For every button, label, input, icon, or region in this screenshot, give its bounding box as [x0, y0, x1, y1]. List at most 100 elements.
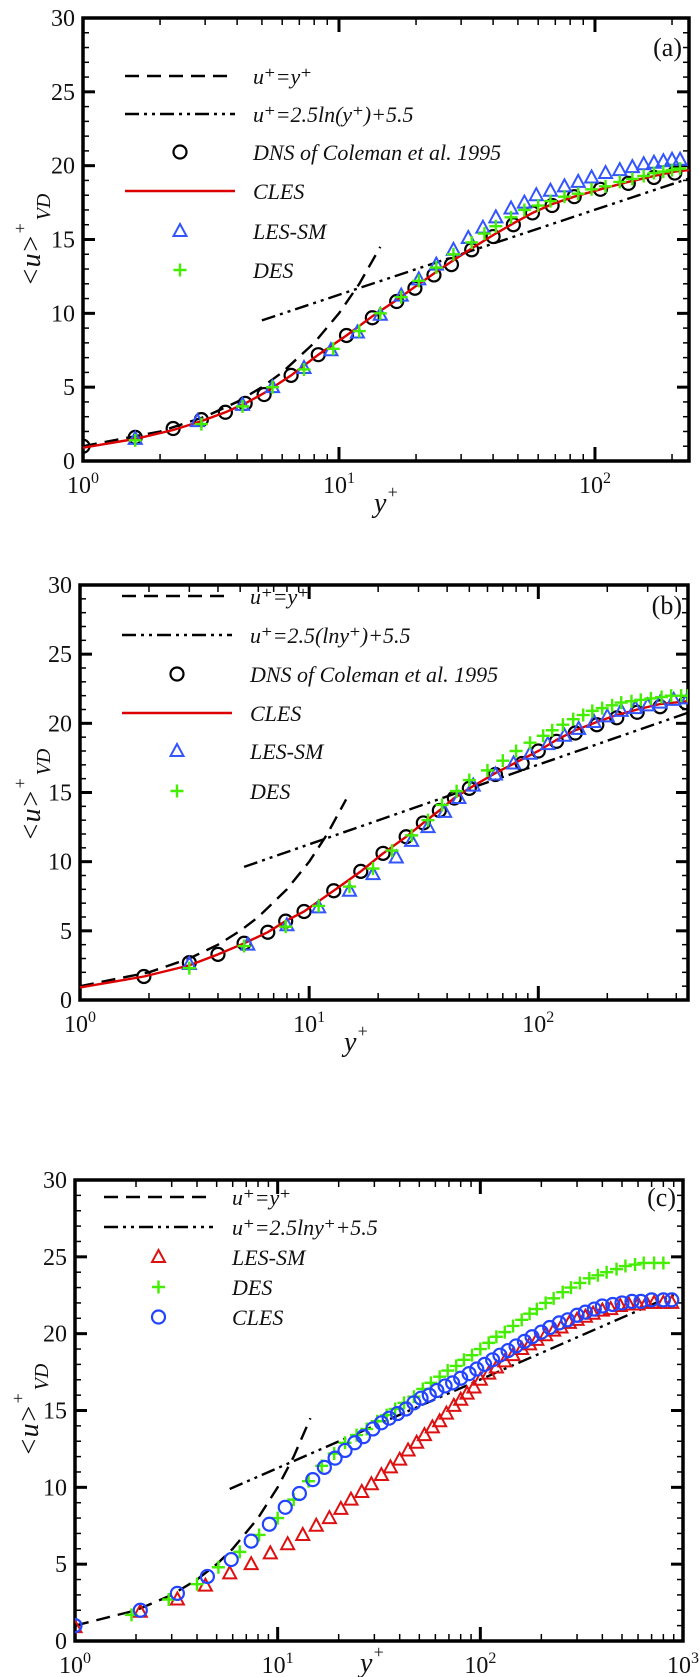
- series-cles-point: [355, 1429, 372, 1445]
- series-cles-point: [633, 1293, 649, 1309]
- series-des-point: [557, 190, 571, 204]
- y-tick-label: 20: [48, 711, 72, 737]
- x-tick-exponent: 2: [603, 470, 611, 487]
- y-axis-label-sub: VD: [33, 748, 55, 775]
- y-axis-label-base: <u>: [14, 1405, 45, 1457]
- series-des-point: [412, 274, 426, 288]
- x-tick-base: 10: [67, 473, 91, 499]
- y-axis-label-base: <u>: [16, 235, 47, 287]
- series-des-point: [312, 899, 326, 913]
- series-cles-point: [655, 1292, 671, 1308]
- y-axis-label-sup: +: [10, 777, 30, 789]
- series-des-point: [523, 1307, 537, 1321]
- legend-label: u⁺=y⁺: [232, 1185, 291, 1210]
- legend-label: u⁺=y⁺: [253, 64, 312, 89]
- series-les-sm-point: [613, 701, 630, 717]
- series-les-sm-point: [278, 916, 296, 932]
- y-tick-label: 15: [51, 228, 75, 254]
- legend-label: LES-SM: [249, 739, 325, 764]
- series-dns-of-coleman-et-al-1995-point: [375, 845, 391, 861]
- x-tick-base: 10: [464, 1653, 488, 1677]
- series-des-point: [128, 433, 142, 447]
- series-les-sm-point: [487, 765, 504, 781]
- series-des-point: [338, 1436, 352, 1450]
- legend-label: DES: [231, 1275, 272, 1300]
- series-des-point: [182, 961, 196, 975]
- series-des-point: [489, 1330, 503, 1344]
- series-des-point: [576, 708, 590, 722]
- series-cles-point: [373, 1415, 390, 1431]
- x-tick-base: 10: [579, 473, 603, 499]
- series-des-point: [531, 199, 545, 213]
- series-les-sm-point: [597, 163, 614, 180]
- series-dns-of-coleman-et-al-1995-point: [260, 924, 276, 940]
- series-cles-point: [277, 1499, 293, 1515]
- y-tick-label: 15: [43, 1399, 67, 1425]
- series-des-point: [405, 828, 419, 842]
- series-les-sm-point: [308, 1516, 325, 1532]
- series-les-sm-point: [341, 881, 358, 897]
- series-cles-point: [261, 1516, 277, 1532]
- x-tick-label: 101: [293, 1009, 325, 1038]
- legend-swatch: [168, 741, 186, 757]
- series-des-point: [498, 1325, 512, 1339]
- x-axis-label: y+: [357, 1642, 385, 1677]
- x-tick-label: 102: [579, 470, 611, 499]
- legend-label: LES-SM: [231, 1245, 307, 1270]
- series-des-point: [655, 690, 669, 704]
- series-des-point: [385, 844, 399, 858]
- series-les-sm-point: [399, 1441, 417, 1457]
- series-cles-point: [291, 1485, 307, 1502]
- x-axis-label-sup: +: [372, 1642, 384, 1662]
- y-axis-label: <u>+VD: [10, 748, 55, 841]
- series-cles-point: [569, 1307, 585, 1323]
- series-les-sm-point: [279, 1535, 296, 1551]
- series-les-sm-point: [570, 172, 587, 188]
- series-des-point: [545, 723, 559, 737]
- plot-area: [80, 689, 688, 989]
- series-des-point: [190, 1577, 204, 1591]
- series-cles-point: [223, 1551, 239, 1568]
- series-les-sm-point: [403, 831, 420, 847]
- series-les-sm-point: [364, 865, 382, 881]
- y-axis-label-sup: +: [10, 222, 30, 234]
- series-des-point: [465, 235, 479, 249]
- y-tick-label: 30: [48, 573, 72, 599]
- x-tick-base: 10: [64, 1012, 88, 1038]
- series-cles-point: [477, 1356, 493, 1373]
- series-des-point: [644, 691, 658, 705]
- y-tick-label: 30: [51, 6, 75, 32]
- x-tick-exponent: 1: [347, 470, 355, 487]
- series-cles-point: [500, 1342, 516, 1359]
- series-des-point: [605, 698, 619, 712]
- y-tick-label: 10: [48, 850, 72, 876]
- series-des-point: [457, 1353, 471, 1367]
- series-les-sm-point: [570, 719, 587, 735]
- series-des-point: [496, 754, 510, 768]
- series-des-point: [556, 1285, 570, 1299]
- series-cles-point: [516, 1333, 533, 1349]
- legend-label: u⁺=2.5lny⁺+5.5: [232, 1215, 378, 1240]
- panel-label: (a): [653, 33, 682, 62]
- legend-label: DES: [252, 258, 293, 283]
- series-des-point: [465, 1348, 479, 1362]
- series-des-point: [480, 763, 494, 777]
- series-des-point: [628, 1258, 642, 1272]
- series-des-point: [373, 306, 387, 320]
- legend-label: DNS of Coleman et al. 1995: [249, 662, 498, 687]
- series-cles-point: [586, 1301, 602, 1317]
- series-des-point: [625, 172, 639, 186]
- series-des-point: [211, 1560, 225, 1574]
- series-les-sm-point: [474, 218, 492, 234]
- series-des-point: [681, 689, 688, 703]
- series-cles-point: [429, 1382, 445, 1399]
- series-les-sm-point: [556, 726, 573, 742]
- series-des-point: [266, 380, 280, 394]
- series-des-point: [564, 1281, 578, 1295]
- legend-swatch: [169, 666, 185, 682]
- series-cles-point: [492, 1347, 508, 1363]
- legend-label: u⁺=2.5ln(y⁺)+5.5: [253, 102, 413, 127]
- legend-label: CLES: [232, 1305, 283, 1330]
- legend-swatch: [172, 144, 188, 160]
